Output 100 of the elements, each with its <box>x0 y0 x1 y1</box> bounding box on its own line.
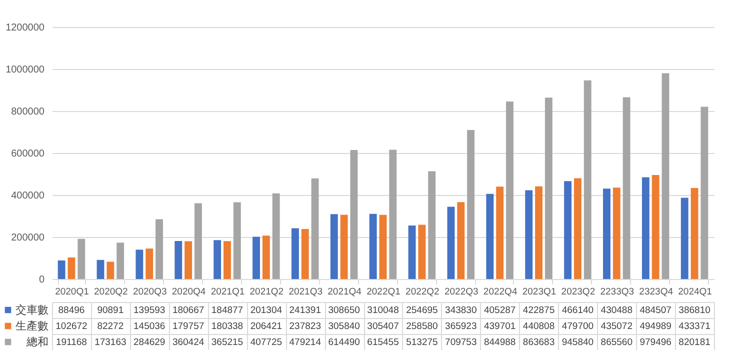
data-label: 439701 <box>484 321 516 332</box>
bar <box>291 228 299 279</box>
x-tick-label: 2020Q4 <box>172 286 206 298</box>
bar <box>224 241 231 279</box>
data-label: 180667 <box>172 305 204 316</box>
x-tick-label: 2023Q2 <box>561 286 596 298</box>
x-tick-label: 2021Q1 <box>210 286 245 298</box>
data-label: 844988 <box>484 337 516 348</box>
bar <box>652 175 660 279</box>
bar <box>174 241 182 279</box>
bar <box>116 242 124 279</box>
data-label: 173163 <box>94 337 126 348</box>
bar <box>330 214 338 279</box>
bar <box>68 257 76 279</box>
bar <box>486 194 494 279</box>
x-tick-label: 2022Q3 <box>444 286 478 298</box>
data-label: 254695 <box>406 305 438 316</box>
data-label: 484507 <box>640 305 672 316</box>
bar <box>564 181 572 279</box>
data-label: 360424 <box>172 337 204 348</box>
data-label: 258580 <box>406 321 438 332</box>
data-label: 241391 <box>289 305 321 316</box>
data-label: 308650 <box>328 305 360 316</box>
bar <box>690 188 698 279</box>
x-tick-label: 2024Q1 <box>678 286 712 298</box>
data-label: 615455 <box>367 337 399 348</box>
data-label: 179757 <box>172 321 204 332</box>
data-label: 145036 <box>134 321 166 332</box>
data-label: 237823 <box>289 321 321 332</box>
bar <box>418 224 426 279</box>
data-label: 310048 <box>367 305 399 316</box>
data-label: 184877 <box>211 305 244 316</box>
bar <box>544 98 552 279</box>
data-label: 102672 <box>56 321 88 332</box>
bar <box>58 260 66 279</box>
data-label: 365215 <box>211 337 244 348</box>
y-tick-label: 600000 <box>11 148 45 160</box>
data-label: 513275 <box>406 337 438 348</box>
x-tick-label: 2021Q4 <box>328 286 362 298</box>
bar <box>535 186 542 279</box>
data-label: 945840 <box>562 337 594 348</box>
data-label: 191168 <box>56 337 87 348</box>
y-tick-label: 1200000 <box>6 22 45 34</box>
data-label: 305407 <box>367 321 399 332</box>
bar <box>379 214 387 279</box>
bar <box>622 97 630 279</box>
bar <box>136 250 144 279</box>
y-tick-label: 400000 <box>11 190 45 202</box>
data-label: 284629 <box>134 337 166 348</box>
legend-label: 生產數 <box>16 320 48 332</box>
bar <box>612 188 620 279</box>
bar <box>78 238 86 279</box>
y-tick-label: 200000 <box>11 232 45 244</box>
data-label: 865560 <box>600 337 632 348</box>
bar <box>642 177 650 279</box>
legend-label: 交車數 <box>16 304 48 316</box>
data-label: 82272 <box>97 321 124 332</box>
bar <box>389 150 397 279</box>
data-label: 365923 <box>445 321 477 332</box>
bar <box>96 260 104 279</box>
bar <box>506 102 514 279</box>
data-label: 430488 <box>600 305 632 316</box>
data-label: 90891 <box>97 305 124 316</box>
bar <box>214 240 222 279</box>
data-label: 201304 <box>250 305 282 316</box>
data-label: 405287 <box>484 305 516 316</box>
bar <box>428 171 436 279</box>
bar <box>311 178 319 279</box>
bar <box>700 106 708 279</box>
bar <box>262 236 270 279</box>
data-label: 614490 <box>328 337 360 348</box>
bar <box>662 73 670 279</box>
bar <box>447 206 455 279</box>
bar <box>408 226 416 279</box>
bar <box>184 241 192 279</box>
bar <box>233 202 241 279</box>
data-label: 466140 <box>562 305 594 316</box>
x-tick-label: 2023Q1 <box>522 286 556 298</box>
data-label: 820181 <box>678 337 710 348</box>
bar <box>369 214 377 279</box>
bar <box>496 186 504 279</box>
data-label: 180338 <box>211 321 244 332</box>
data-label: 435072 <box>600 321 632 332</box>
data-label: 88496 <box>58 305 85 316</box>
bar <box>467 130 475 279</box>
x-tick-label: 2020Q2 <box>94 286 128 298</box>
bar <box>301 229 309 279</box>
bar <box>272 193 280 279</box>
data-label: 479214 <box>289 337 321 348</box>
data-label: 440808 <box>522 321 555 332</box>
bar <box>603 188 610 279</box>
data-label: 479700 <box>562 321 594 332</box>
bar <box>680 198 688 279</box>
bar <box>146 248 154 279</box>
legend-label: 總和 <box>26 336 48 348</box>
bar <box>340 214 348 279</box>
bar <box>525 190 533 279</box>
bar <box>194 203 202 279</box>
data-label: 422875 <box>522 305 555 316</box>
bar <box>574 178 582 279</box>
